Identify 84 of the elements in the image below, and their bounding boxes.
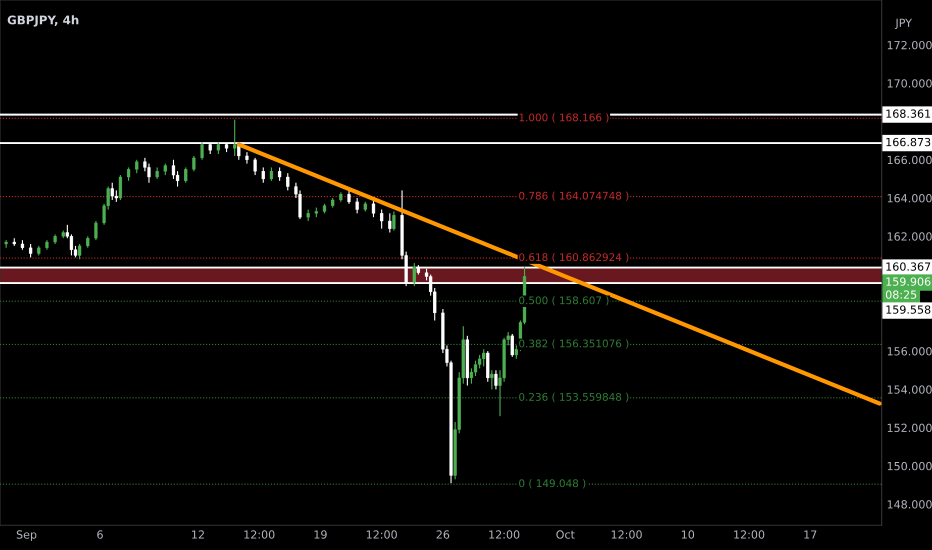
- y-tick-label: 156.000: [888, 347, 932, 356]
- candlestick: [331, 197, 334, 208]
- candlestick: [392, 210, 396, 232]
- candlestick: [364, 201, 367, 212]
- candlestick: [233, 119, 236, 157]
- candlestick: [37, 245, 40, 256]
- candlestick: [135, 159, 138, 174]
- x-tick-label: 12:00: [734, 530, 764, 539]
- candlestick: [298, 190, 302, 220]
- candlestick: [53, 234, 57, 245]
- x-tick-label: 26: [436, 530, 450, 539]
- candlestick: [286, 172, 290, 191]
- candlestick: [245, 152, 249, 164]
- candlestick: [388, 212, 392, 234]
- ref-line-label: 166.873: [886, 138, 930, 146]
- candlestick: [184, 166, 188, 184]
- x-tick-label: 12:00: [489, 530, 520, 539]
- candlestick: [156, 166, 159, 180]
- candlestick: [412, 262, 416, 287]
- candlestick: [380, 208, 384, 230]
- ref-line-label: 160.367: [886, 262, 930, 271]
- y-tick-label: 166.000: [888, 156, 932, 164]
- text: 159.906: [886, 277, 930, 286]
- x-tick-label: Oct: [556, 530, 575, 539]
- text: 08:25: [886, 290, 916, 299]
- candlestick: [192, 155, 196, 172]
- x-tick-label: Sep: [16, 530, 36, 541]
- candlestick: [482, 348, 486, 367]
- ref-line-label: 0.382 ( 156.351076 ): [519, 339, 628, 349]
- y-tick-label: 164.000: [888, 194, 932, 202]
- candlestick: [347, 190, 351, 204]
- x-tick-label: 17: [804, 530, 816, 539]
- candlestick: [494, 370, 498, 390]
- y-tick-label: 150.000: [888, 462, 932, 470]
- y-tick-label: 172.000: [888, 40, 932, 50]
- candlestick: [86, 236, 90, 248]
- y-tick-label: 148.000: [888, 500, 932, 509]
- candlestick: [278, 166, 282, 182]
- candlestick: [253, 157, 257, 176]
- ref-line-label: 168.361: [886, 109, 930, 118]
- ref-line-label: 0 ( 149.048 ): [519, 479, 586, 488]
- candlestick: [20, 240, 24, 250]
- candlestick: [306, 208, 310, 222]
- candlestick: [110, 182, 114, 201]
- ref-line-label: 0.618 ( 160.862924 ): [519, 253, 628, 262]
- x-tick-label: 6: [97, 530, 103, 539]
- candlestick: [94, 220, 98, 241]
- ref-line-label: 159.558: [886, 305, 930, 314]
- x-tick-label: 12: [192, 530, 204, 539]
- candlestick: [372, 199, 376, 218]
- candlestick: [45, 240, 49, 250]
- candlestick: [356, 197, 359, 214]
- candlestick: [200, 142, 204, 160]
- y-tick-label: 152.000: [888, 424, 932, 432]
- ref-line-label: 0.236 ( 153.559848 ): [519, 392, 628, 402]
- candlestick: [510, 333, 514, 358]
- candlestick: [339, 192, 342, 202]
- candlestick: [490, 370, 494, 390]
- candlestick: [314, 207, 318, 218]
- y-tick-label: 170.000: [888, 79, 932, 88]
- candlestick: [470, 368, 474, 384]
- candlestick: [164, 163, 167, 176]
- candlestick: [216, 142, 220, 155]
- y-axis-title: JPY: [894, 18, 912, 30]
- x-tick-label: 10: [682, 530, 694, 539]
- candlestick: [514, 344, 518, 360]
- x-tick-label: 12:00: [612, 530, 642, 539]
- x-tick-label: 12:00: [366, 530, 397, 539]
- ref-line-label: 0.500 ( 158.607 ): [519, 296, 608, 306]
- candlestick: [118, 174, 122, 201]
- y-tick-label: 154.000: [888, 385, 932, 394]
- candlestick: [28, 243, 32, 258]
- candlestick: [262, 166, 265, 184]
- ref-line-label: 0.786 ( 164.074748 ): [519, 192, 628, 201]
- candlestick: [270, 166, 274, 182]
- x-tick-label: 12:00: [244, 530, 274, 539]
- candlestick: [172, 159, 176, 180]
- y-tick-label: 162.000: [888, 232, 932, 241]
- x-tick-label: 19: [314, 530, 327, 539]
- candlestick: [126, 166, 130, 182]
- ref-line-label: 1.000 ( 168.166 ): [520, 113, 608, 123]
- text: GBPJPY, 4h: [8, 15, 78, 27]
- candlestick: [78, 243, 82, 260]
- candlestick: [322, 203, 326, 214]
